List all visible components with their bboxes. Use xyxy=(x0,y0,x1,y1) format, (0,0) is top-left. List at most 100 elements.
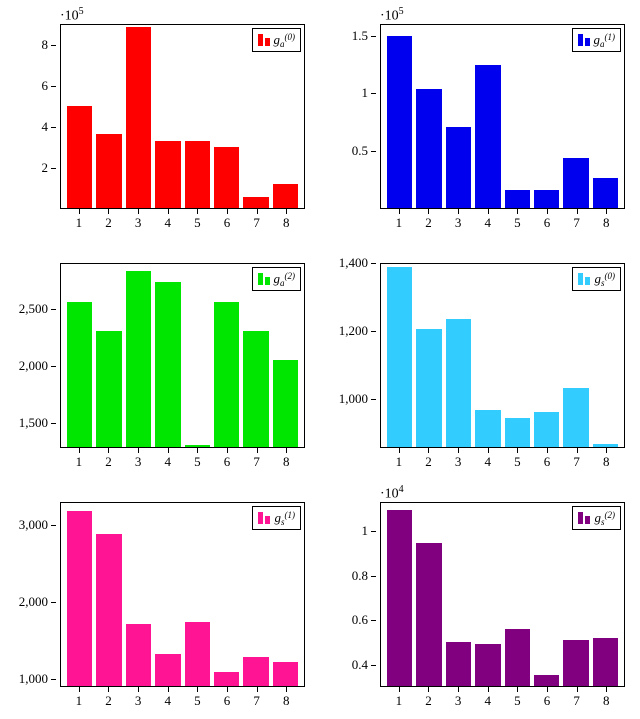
legend-swatch xyxy=(578,273,590,285)
exponent-label: ·104 xyxy=(380,484,404,503)
plot-area: gs(1) xyxy=(60,502,305,687)
bar xyxy=(273,360,298,447)
x-tick-label: 5 xyxy=(505,689,531,709)
bar xyxy=(126,271,151,447)
x-tick-label: 8 xyxy=(273,689,299,709)
bar xyxy=(185,622,210,686)
bar xyxy=(475,410,500,447)
y-tick-label: 0.4 xyxy=(352,657,368,673)
y-tick-label: 1,200 xyxy=(339,323,368,339)
legend-label: ga(0) xyxy=(274,32,296,48)
legend: ga(0) xyxy=(252,28,302,52)
x-tick-label: 4 xyxy=(155,450,181,470)
plot-area: gs(2) xyxy=(380,502,625,687)
legend-swatch xyxy=(258,512,270,524)
y-axis: 1,5002,0002,500 xyxy=(10,263,56,448)
bar xyxy=(155,141,180,208)
x-tick-label: 7 xyxy=(564,211,590,231)
x-tick-label: 3 xyxy=(445,211,471,231)
x-tick-label: 6 xyxy=(534,450,560,470)
bar xyxy=(155,282,180,447)
chart-grid: ·105ga(0)246812345678·105ga(1)0.511.5123… xyxy=(10,10,630,709)
x-tick-label: 1 xyxy=(66,211,92,231)
x-tick-label: 4 xyxy=(475,450,501,470)
x-tick-label: 3 xyxy=(125,450,151,470)
chart-gs2: ·104gs(2)0.40.60.8112345678 xyxy=(330,488,630,709)
x-tick-label: 3 xyxy=(445,450,471,470)
x-tick-label: 1 xyxy=(386,689,412,709)
chart-ga1: ·105ga(1)0.511.512345678 xyxy=(330,10,630,231)
x-axis: 12345678 xyxy=(60,689,305,709)
x-tick-label: 2 xyxy=(96,211,122,231)
x-tick-label: 2 xyxy=(96,450,122,470)
x-tick-label: 2 xyxy=(416,450,442,470)
x-tick-label: 4 xyxy=(475,689,501,709)
y-tick-label: 4 xyxy=(42,119,49,135)
bars-container xyxy=(381,264,624,447)
bar xyxy=(185,141,210,208)
legend-label: ga(2) xyxy=(274,271,296,287)
bar xyxy=(534,190,559,208)
bar xyxy=(505,190,530,208)
x-tick-label: 4 xyxy=(475,211,501,231)
bar xyxy=(243,197,268,208)
y-tick-label: 1,000 xyxy=(339,391,368,407)
y-tick-label: 6 xyxy=(42,78,49,94)
bar xyxy=(593,638,618,687)
bar xyxy=(126,27,151,208)
bar xyxy=(243,331,268,447)
y-tick-label: 0.5 xyxy=(352,143,368,159)
y-tick-label: 0.8 xyxy=(352,568,368,584)
bar xyxy=(96,134,121,208)
bar xyxy=(505,629,530,686)
x-axis: 12345678 xyxy=(60,211,305,231)
exponent-label: ·105 xyxy=(380,6,404,25)
x-tick-label: 7 xyxy=(244,211,270,231)
exponent-label: ·105 xyxy=(60,6,84,25)
y-tick-label: 1,500 xyxy=(19,415,48,431)
x-tick-label: 1 xyxy=(66,689,92,709)
legend: gs(2) xyxy=(572,506,621,530)
bar xyxy=(475,644,500,686)
y-tick-label: 1 xyxy=(362,523,369,539)
x-tick-label: 6 xyxy=(214,689,240,709)
plot-area: gs(0) xyxy=(380,263,625,448)
x-tick-label: 5 xyxy=(185,211,211,231)
x-tick-label: 5 xyxy=(185,450,211,470)
chart-gs1: gs(1)1,0002,0003,00012345678 xyxy=(10,488,310,709)
bar xyxy=(416,89,441,208)
plot-area: ga(1) xyxy=(380,24,625,209)
bar xyxy=(446,319,471,447)
legend-label: gs(0) xyxy=(594,271,615,287)
bar xyxy=(505,418,530,447)
x-tick-label: 2 xyxy=(416,211,442,231)
legend-label: gs(1) xyxy=(274,510,295,526)
bar xyxy=(155,654,180,686)
chart-ga2: ga(2)1,5002,0002,50012345678 xyxy=(10,249,310,470)
legend-label: gs(2) xyxy=(594,510,615,526)
bar xyxy=(273,662,298,686)
x-tick-label: 5 xyxy=(505,450,531,470)
x-tick-label: 8 xyxy=(593,689,619,709)
y-tick-label: 2 xyxy=(42,160,49,176)
bar xyxy=(243,657,268,686)
legend-swatch xyxy=(578,34,590,46)
legend: ga(2) xyxy=(252,267,302,291)
y-axis: 0.511.5 xyxy=(330,24,376,209)
x-tick-label: 6 xyxy=(534,689,560,709)
x-tick-label: 5 xyxy=(505,211,531,231)
plot-area: ga(0) xyxy=(60,24,305,209)
x-axis: 12345678 xyxy=(380,450,625,470)
legend: gs(1) xyxy=(252,506,301,530)
x-tick-label: 4 xyxy=(155,211,181,231)
bar xyxy=(96,331,121,447)
bar xyxy=(67,302,92,447)
bar xyxy=(387,267,412,447)
bar xyxy=(475,65,500,208)
chart-ga0: ·105ga(0)246812345678 xyxy=(10,10,310,231)
y-tick-label: 1 xyxy=(362,85,369,101)
y-axis: 1,0001,2001,400 xyxy=(330,263,376,448)
bar xyxy=(67,106,92,208)
bar xyxy=(67,511,92,686)
x-tick-label: 8 xyxy=(273,450,299,470)
